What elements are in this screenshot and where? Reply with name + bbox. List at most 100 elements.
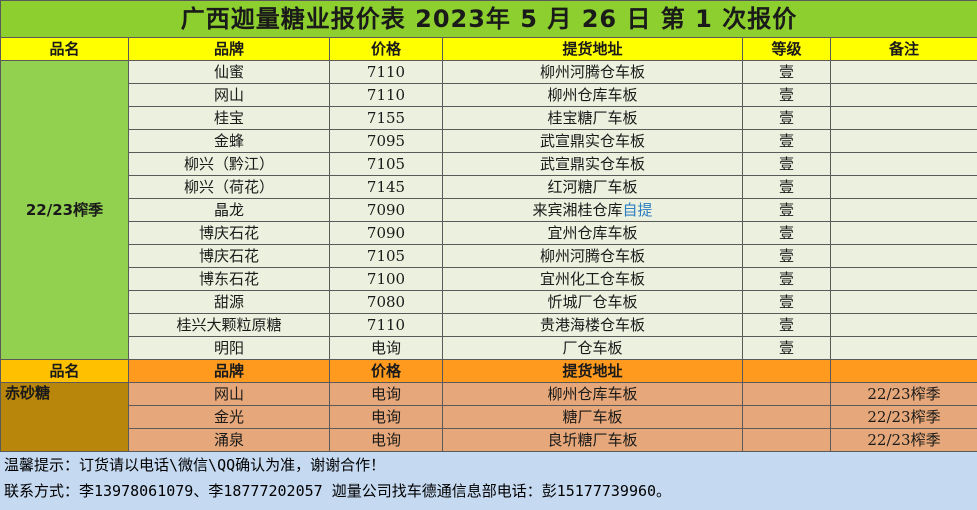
header-note: 备注 bbox=[831, 38, 977, 61]
brand-cell: 仙蜜 bbox=[129, 61, 330, 84]
note-cell bbox=[831, 153, 977, 176]
header-price: 价格 bbox=[330, 360, 443, 383]
address-cell: 糖厂车板 bbox=[443, 406, 743, 429]
price-cell: 7105 bbox=[330, 245, 443, 268]
address-cell: 红河糖厂车板 bbox=[443, 176, 743, 199]
brand-cell: 桂宝 bbox=[129, 107, 330, 130]
price-cell: 7110 bbox=[330, 61, 443, 84]
address-cell: 忻城厂仓车板 bbox=[443, 291, 743, 314]
grade-cell: 壹 bbox=[743, 176, 831, 199]
note-cell bbox=[831, 222, 977, 245]
address-text: 贵港海楼仓车板 bbox=[540, 316, 645, 334]
address-cell: 来宾湘桂仓库自提 bbox=[443, 199, 743, 222]
address-text: 柳州河腾仓车板 bbox=[540, 63, 645, 81]
note-cell bbox=[831, 268, 977, 291]
note-cell bbox=[831, 84, 977, 107]
note-cell bbox=[831, 291, 977, 314]
group-label: 赤砂糖 bbox=[1, 383, 129, 452]
grade-cell: 壹 bbox=[743, 61, 831, 84]
grade-cell: 壹 bbox=[743, 268, 831, 291]
address-text: 忻城厂仓车板 bbox=[547, 293, 637, 311]
address-suffix: 自提 bbox=[623, 201, 653, 219]
note-cell bbox=[831, 314, 977, 337]
price-cell: 7095 bbox=[330, 130, 443, 153]
brand-cell: 博东石花 bbox=[129, 268, 330, 291]
price-cell: 7110 bbox=[330, 314, 443, 337]
price-cell: 7080 bbox=[330, 291, 443, 314]
address-cell: 柳州仓库车板 bbox=[443, 84, 743, 107]
brand-cell: 柳兴（黔江） bbox=[129, 153, 330, 176]
price-cell: 电询 bbox=[330, 429, 443, 452]
note-cell: 22/23榨季 bbox=[831, 406, 977, 429]
grade-cell: 壹 bbox=[743, 84, 831, 107]
address-text: 红河糖厂车板 bbox=[547, 178, 637, 196]
price-cell: 7145 bbox=[330, 176, 443, 199]
note-cell bbox=[831, 176, 977, 199]
header-product: 品名 bbox=[1, 38, 129, 61]
price-cell: 电询 bbox=[330, 383, 443, 406]
address-text: 武宣鼎实仓车板 bbox=[540, 132, 645, 150]
brand-cell: 网山 bbox=[129, 383, 330, 406]
address-text: 宜州化工仓车板 bbox=[540, 270, 645, 288]
header-brand: 品牌 bbox=[129, 38, 330, 61]
grade-cell bbox=[743, 383, 831, 406]
note-cell bbox=[831, 337, 977, 360]
address-text: 宜州仓库车板 bbox=[547, 224, 637, 242]
price-cell: 7090 bbox=[330, 199, 443, 222]
address-cell: 武宣鼎实仓车板 bbox=[443, 153, 743, 176]
grade-cell: 壹 bbox=[743, 222, 831, 245]
price-cell: 7110 bbox=[330, 84, 443, 107]
price-cell: 电询 bbox=[330, 406, 443, 429]
brand-cell: 金蜂 bbox=[129, 130, 330, 153]
price-cell: 7155 bbox=[330, 107, 443, 130]
address-cell: 柳州仓库车板 bbox=[443, 383, 743, 406]
address-text: 桂宝糖厂车板 bbox=[547, 109, 637, 127]
address-text: 武宣鼎实仓车板 bbox=[540, 155, 645, 173]
grade-cell: 壹 bbox=[743, 291, 831, 314]
note-cell bbox=[831, 245, 977, 268]
header2-row: 品名品牌价格提货地址 bbox=[1, 360, 977, 383]
brand-cell: 桂兴大颗粒原糖 bbox=[129, 314, 330, 337]
price-cell: 7105 bbox=[330, 153, 443, 176]
address-text: 来宾湘桂仓库 bbox=[532, 201, 622, 219]
notes-contact: 联系方式：李13978061079、李18777202057 迦量公司找车德通信… bbox=[4, 478, 977, 504]
brand-cell: 博庆石花 bbox=[129, 245, 330, 268]
note-cell bbox=[831, 61, 977, 84]
address-cell: 厂仓车板 bbox=[443, 337, 743, 360]
price-cell: 7100 bbox=[330, 268, 443, 291]
header-price: 价格 bbox=[330, 38, 443, 61]
note-cell bbox=[831, 130, 977, 153]
grade-cell: 壹 bbox=[743, 337, 831, 360]
brand-cell: 涌泉 bbox=[129, 429, 330, 452]
grade-cell: 壹 bbox=[743, 107, 831, 130]
notes-tip: 温馨提示：订货请以电话\微信\QQ确认为准，谢谢合作！ bbox=[4, 452, 977, 478]
notes-panel: 温馨提示：订货请以电话\微信\QQ确认为准，谢谢合作！ 联系方式：李139780… bbox=[0, 452, 977, 510]
price-cell: 电询 bbox=[330, 337, 443, 360]
brand-cell: 甜源 bbox=[129, 291, 330, 314]
grade-cell: 壹 bbox=[743, 153, 831, 176]
address-cell: 良圻糖厂车板 bbox=[443, 429, 743, 452]
address-cell: 贵港海楼仓车板 bbox=[443, 314, 743, 337]
table-row: 明阳电询厂仓车板壹 bbox=[1, 337, 977, 360]
address-text: 柳州河腾仓车板 bbox=[540, 247, 645, 265]
grade-cell bbox=[743, 429, 831, 452]
address-cell: 宜州化工仓车板 bbox=[443, 268, 743, 291]
header-grade: 等级 bbox=[743, 38, 831, 61]
brand-cell: 网山 bbox=[129, 84, 330, 107]
header-brand: 品牌 bbox=[129, 360, 330, 383]
note-cell bbox=[831, 199, 977, 222]
header1-row: 品名品牌价格提货地址等级备注 bbox=[1, 38, 977, 61]
address-text: 柳州仓库车板 bbox=[547, 86, 637, 104]
page-title: 广西迦量糖业报价表 2023年 5 月 26 日 第 1 次报价 bbox=[1, 1, 977, 38]
